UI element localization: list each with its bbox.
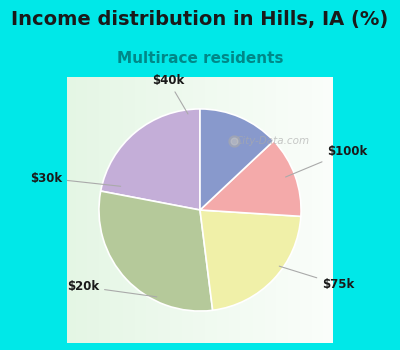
Wedge shape: [101, 109, 200, 210]
Wedge shape: [99, 191, 213, 311]
Text: $20k: $20k: [67, 280, 157, 297]
Text: $40k: $40k: [152, 74, 188, 114]
Wedge shape: [200, 210, 301, 310]
Text: Multirace residents: Multirace residents: [117, 51, 283, 66]
Text: $75k: $75k: [279, 266, 354, 291]
Text: $30k: $30k: [30, 172, 121, 186]
Text: City-Data.com: City-Data.com: [235, 136, 310, 146]
Wedge shape: [200, 141, 301, 216]
Text: Income distribution in Hills, IA (%): Income distribution in Hills, IA (%): [11, 10, 389, 29]
Wedge shape: [200, 109, 274, 210]
Text: $100k: $100k: [286, 145, 367, 177]
